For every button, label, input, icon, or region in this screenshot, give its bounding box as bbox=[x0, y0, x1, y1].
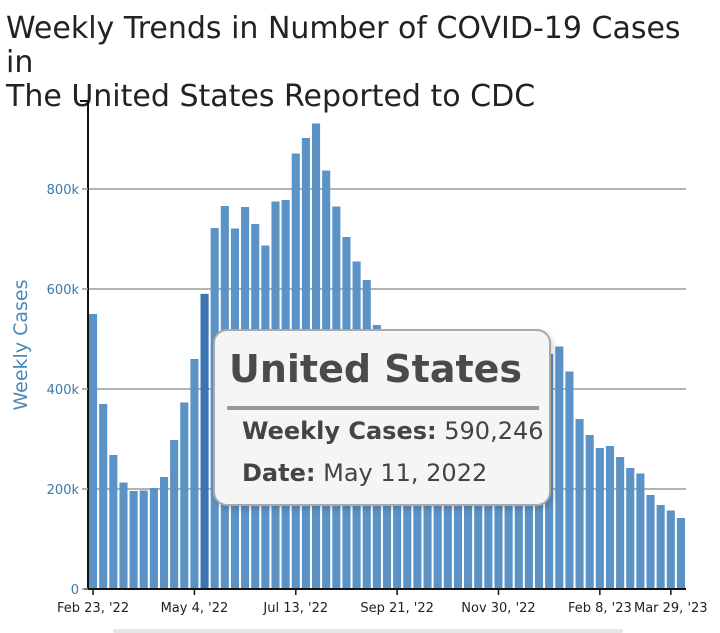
x-axis-ticks: Feb 23, '22 May 4, '22 Jul 13, '22 Sep 21, … bbox=[57, 589, 708, 616]
bar[interactable] bbox=[139, 490, 148, 590]
bar[interactable] bbox=[666, 510, 675, 590]
bar[interactable] bbox=[119, 482, 128, 590]
bar[interactable] bbox=[555, 346, 564, 590]
bar[interactable] bbox=[565, 371, 574, 590]
bar[interactable] bbox=[109, 455, 118, 589]
bar[interactable] bbox=[99, 404, 108, 589]
x-tick-label: Sep 21, '22 bbox=[360, 601, 434, 616]
bar[interactable] bbox=[170, 440, 179, 589]
x-tick-label: Feb 8, '23 bbox=[568, 601, 632, 616]
bar[interactable] bbox=[656, 505, 665, 589]
tooltip-title: United States bbox=[229, 347, 523, 391]
x-tick-label: Mar 29, '23 bbox=[634, 601, 708, 616]
tooltip-weekly-cases-key: Weekly Cases: bbox=[242, 417, 437, 445]
chart-title: Weekly Trends in Number of COVID-19 Case… bbox=[6, 12, 716, 114]
x-tick-label: Jul 13, '22 bbox=[262, 601, 328, 616]
tooltip-date-value: May 11, 2022 bbox=[323, 459, 488, 487]
tooltip-date-key: Date: bbox=[242, 459, 316, 487]
y-axis-label: Weekly Cases bbox=[10, 279, 32, 410]
chart-title-line-1: Weekly Trends in Number of COVID-19 Case… bbox=[6, 11, 681, 80]
bar[interactable] bbox=[636, 473, 645, 590]
y-tick-label: 0 bbox=[71, 583, 79, 598]
axes bbox=[80, 100, 686, 590]
x-tick-label: Feb 23, '22 bbox=[57, 601, 129, 616]
scroll-indicator bbox=[113, 629, 623, 633]
bar-highlighted[interactable] bbox=[200, 293, 209, 589]
tooltip-weekly-cases-row: Weekly Cases: 590,246 bbox=[242, 417, 544, 445]
x-tick-label: Nov 30, '22 bbox=[461, 601, 535, 616]
x-tick-label: May 4, '22 bbox=[161, 601, 229, 616]
bar[interactable] bbox=[605, 446, 615, 589]
bar[interactable] bbox=[626, 468, 635, 589]
y-axis-ticks: 0 200k 400k 600k 800k bbox=[47, 183, 88, 598]
y-tick-label: 200k bbox=[47, 483, 80, 498]
bar[interactable] bbox=[595, 448, 604, 589]
bar[interactable] bbox=[149, 488, 158, 589]
tooltip-divider bbox=[227, 406, 539, 410]
y-tick-label: 600k bbox=[47, 283, 80, 298]
y-tick-label: 800k bbox=[47, 183, 80, 198]
tooltip-date-row: Date: May 11, 2022 bbox=[242, 459, 487, 487]
tooltip-weekly-cases-value: 590,246 bbox=[444, 417, 544, 445]
bar[interactable] bbox=[89, 314, 98, 589]
bar[interactable] bbox=[585, 435, 594, 589]
chart-title-line-2: The United States Reported to CDC bbox=[6, 79, 536, 114]
bar[interactable] bbox=[646, 495, 655, 589]
bar[interactable] bbox=[676, 518, 685, 589]
bar[interactable] bbox=[190, 359, 199, 589]
bar[interactable] bbox=[616, 457, 625, 589]
bar[interactable] bbox=[180, 402, 189, 590]
tooltip: United States Weekly Cases: 590,246 Date… bbox=[213, 329, 551, 506]
bar[interactable] bbox=[129, 491, 138, 589]
bar[interactable] bbox=[575, 419, 584, 589]
bar[interactable] bbox=[159, 477, 169, 589]
y-tick-label: 400k bbox=[47, 383, 80, 398]
